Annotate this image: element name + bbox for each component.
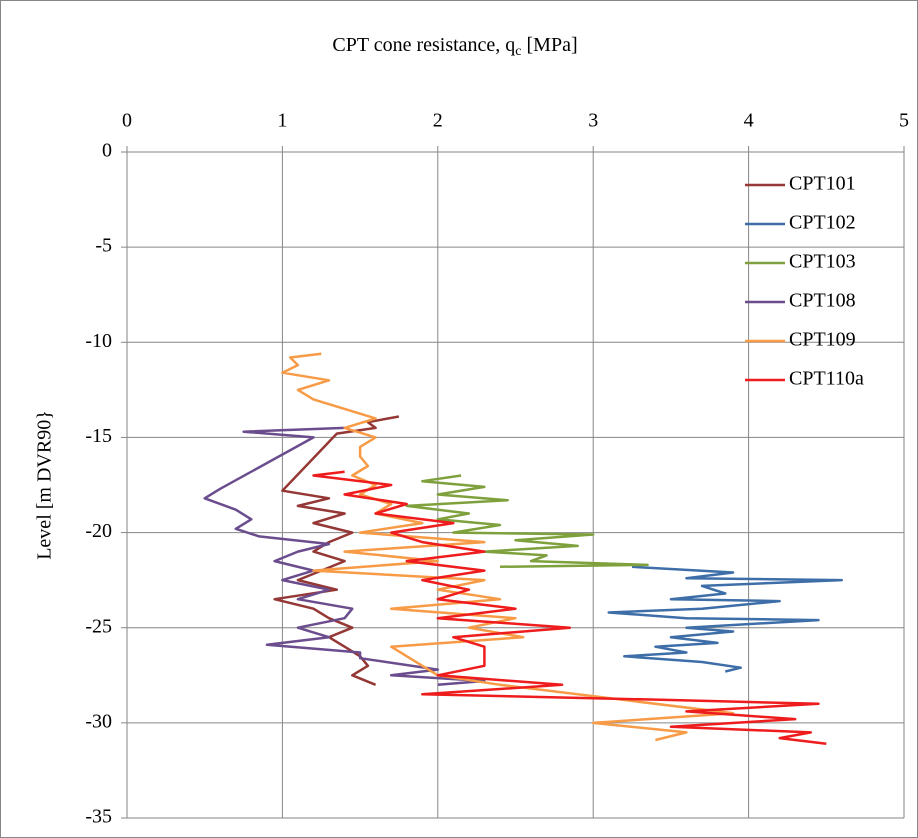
chart-title: CPT cone resistance, qc [MPa]: [332, 34, 577, 60]
y-tick-label: -20: [85, 520, 112, 542]
legend-label: CPT101: [789, 173, 856, 195]
data-line: [607, 565, 844, 673]
y-tick-label: -15: [85, 425, 112, 447]
data-line: [273, 415, 400, 686]
y-tick-label: -25: [85, 615, 112, 637]
y-axis-label: Level [m DVR90}: [34, 410, 56, 560]
legend-label: CPT108: [789, 290, 856, 312]
legend-label: CPT102: [789, 212, 856, 234]
y-tick-label: -10: [85, 330, 112, 352]
x-tick-label: 2: [433, 110, 443, 132]
y-tick-label: 0: [102, 140, 112, 162]
x-tick-label: 4: [744, 110, 754, 132]
y-tick-label: -35: [85, 806, 112, 828]
data-line: [312, 470, 827, 746]
data-line: [405, 474, 649, 569]
data-line: [281, 352, 735, 742]
x-tick-label: 3: [588, 110, 598, 132]
legend-label: CPT110a: [789, 368, 864, 390]
title-subscript: c: [515, 44, 521, 59]
x-tick-label: 5: [899, 110, 909, 132]
x-tick-label: 1: [277, 110, 287, 132]
x-tick-label: 0: [122, 110, 132, 132]
title-main: CPT cone resistance, q: [332, 34, 515, 56]
legend-label: CPT103: [789, 251, 856, 273]
y-tick-label: -5: [95, 235, 112, 257]
y-tick-label: -30: [85, 710, 112, 732]
data-line: [203, 426, 486, 687]
title-suffix: [MPa]: [527, 34, 578, 56]
legend-label: CPT109: [789, 329, 856, 351]
